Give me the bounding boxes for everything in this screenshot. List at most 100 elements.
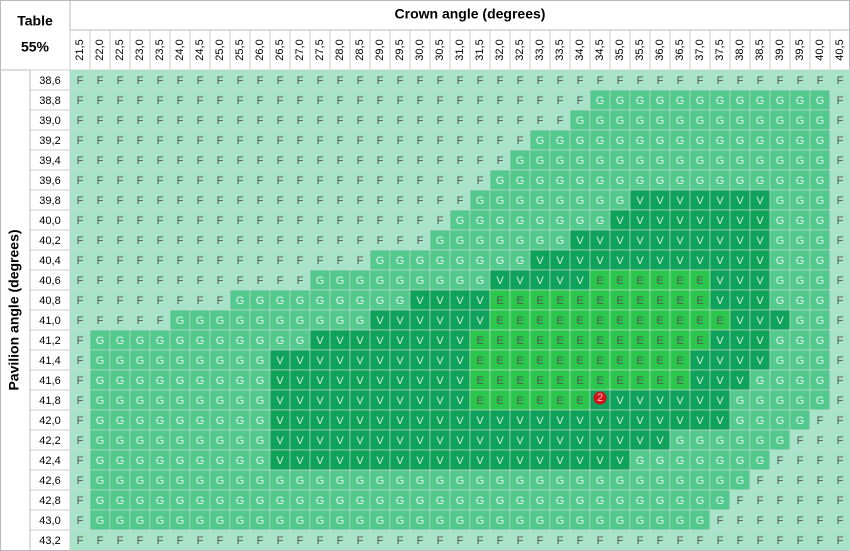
cell-text: V bbox=[376, 415, 384, 427]
row-label: 39,0 bbox=[39, 115, 60, 127]
cell-text: E bbox=[596, 355, 603, 367]
cell-text: F bbox=[77, 135, 84, 147]
cell-text: V bbox=[676, 415, 684, 427]
cell-text: F bbox=[117, 75, 124, 87]
column-label: 25,0 bbox=[214, 39, 226, 60]
cell-text: G bbox=[596, 175, 605, 187]
cell-text: F bbox=[157, 235, 164, 247]
cell-text: F bbox=[197, 135, 204, 147]
cell-text: G bbox=[256, 455, 265, 467]
cell-text: G bbox=[196, 415, 205, 427]
cell-text: E bbox=[556, 375, 563, 387]
cell-text: V bbox=[756, 275, 764, 287]
corner-title: Table bbox=[17, 13, 53, 29]
cell-text: G bbox=[796, 295, 805, 307]
cell-text: G bbox=[676, 495, 685, 507]
cell-text: V bbox=[396, 335, 404, 347]
cell-text: F bbox=[97, 235, 104, 247]
cell-text: F bbox=[517, 135, 524, 147]
cell-text: G bbox=[756, 375, 765, 387]
cell-text: G bbox=[596, 215, 605, 227]
row-label: 40,4 bbox=[39, 255, 60, 267]
cell-text: G bbox=[416, 255, 425, 267]
cell-text: F bbox=[557, 115, 564, 127]
cell-text: G bbox=[196, 315, 205, 327]
cell-text: V bbox=[356, 395, 364, 407]
cell-text: V bbox=[756, 315, 764, 327]
cell-text: F bbox=[97, 195, 104, 207]
cell-text: G bbox=[196, 455, 205, 467]
cell-text: F bbox=[137, 255, 144, 267]
cell-text: G bbox=[96, 515, 105, 527]
cell-text: G bbox=[696, 155, 705, 167]
cell-text: F bbox=[157, 175, 164, 187]
cell-text: G bbox=[776, 115, 785, 127]
cell-text: G bbox=[656, 135, 665, 147]
cell-text: G bbox=[196, 495, 205, 507]
cell-text: F bbox=[157, 115, 164, 127]
row-label: 40,8 bbox=[39, 295, 60, 307]
cell-text: V bbox=[596, 455, 604, 467]
cell-text: F bbox=[357, 535, 364, 547]
cell-text: F bbox=[297, 275, 304, 287]
cell-text: V bbox=[556, 455, 564, 467]
cell-text: G bbox=[316, 295, 325, 307]
cell-text: V bbox=[636, 435, 644, 447]
cell-text: V bbox=[716, 255, 724, 267]
cell-text: F bbox=[657, 75, 664, 87]
cell-text: V bbox=[756, 195, 764, 207]
cell-text: V bbox=[556, 275, 564, 287]
column-label: 39,0 bbox=[774, 39, 786, 60]
cell-text: F bbox=[97, 295, 104, 307]
cell-text: E bbox=[636, 275, 643, 287]
cell-text: G bbox=[116, 355, 125, 367]
cell-text: V bbox=[736, 195, 744, 207]
cell-text: F bbox=[417, 175, 424, 187]
cell-text: F bbox=[217, 255, 224, 267]
cell-text: F bbox=[337, 535, 344, 547]
cell-text: F bbox=[717, 515, 724, 527]
cell-text: F bbox=[337, 195, 344, 207]
cell-text: F bbox=[517, 75, 524, 87]
cell-text: G bbox=[756, 155, 765, 167]
cell-text: G bbox=[216, 515, 225, 527]
cell-text: G bbox=[596, 195, 605, 207]
cell-text: E bbox=[476, 375, 483, 387]
cell-text: G bbox=[156, 495, 165, 507]
cell-text: F bbox=[837, 435, 844, 447]
cell-text: V bbox=[576, 455, 584, 467]
marker bbox=[593, 391, 607, 405]
cell-text: G bbox=[796, 255, 805, 267]
cell-text: F bbox=[157, 195, 164, 207]
cell-text: V bbox=[476, 435, 484, 447]
cell-text: E bbox=[496, 335, 503, 347]
cell-text: F bbox=[317, 215, 324, 227]
cell-text: F bbox=[477, 95, 484, 107]
cell-text: G bbox=[256, 355, 265, 367]
cell-text: G bbox=[556, 175, 565, 187]
cell-text: F bbox=[217, 235, 224, 247]
cell-text: V bbox=[316, 335, 324, 347]
cell-text: V bbox=[416, 455, 424, 467]
cell-text: G bbox=[96, 335, 105, 347]
cell-text: E bbox=[476, 395, 483, 407]
cell-text: V bbox=[756, 355, 764, 367]
cell-text: G bbox=[736, 435, 745, 447]
cell-text: G bbox=[516, 495, 525, 507]
cell-text: V bbox=[416, 415, 424, 427]
cell-text: V bbox=[336, 435, 344, 447]
cell-text: F bbox=[77, 195, 84, 207]
cell-text: V bbox=[756, 255, 764, 267]
cell-text: F bbox=[297, 235, 304, 247]
cell-text: F bbox=[797, 495, 804, 507]
cell-text: G bbox=[96, 395, 105, 407]
cell-text: F bbox=[557, 75, 564, 87]
column-label: 38,0 bbox=[734, 39, 746, 60]
cell-text: V bbox=[456, 375, 464, 387]
cell-text: G bbox=[236, 475, 245, 487]
cell-text: F bbox=[377, 535, 384, 547]
cell-text: V bbox=[616, 235, 624, 247]
cell-text: V bbox=[536, 255, 544, 267]
cell-text: G bbox=[236, 335, 245, 347]
cell-text: F bbox=[457, 195, 464, 207]
